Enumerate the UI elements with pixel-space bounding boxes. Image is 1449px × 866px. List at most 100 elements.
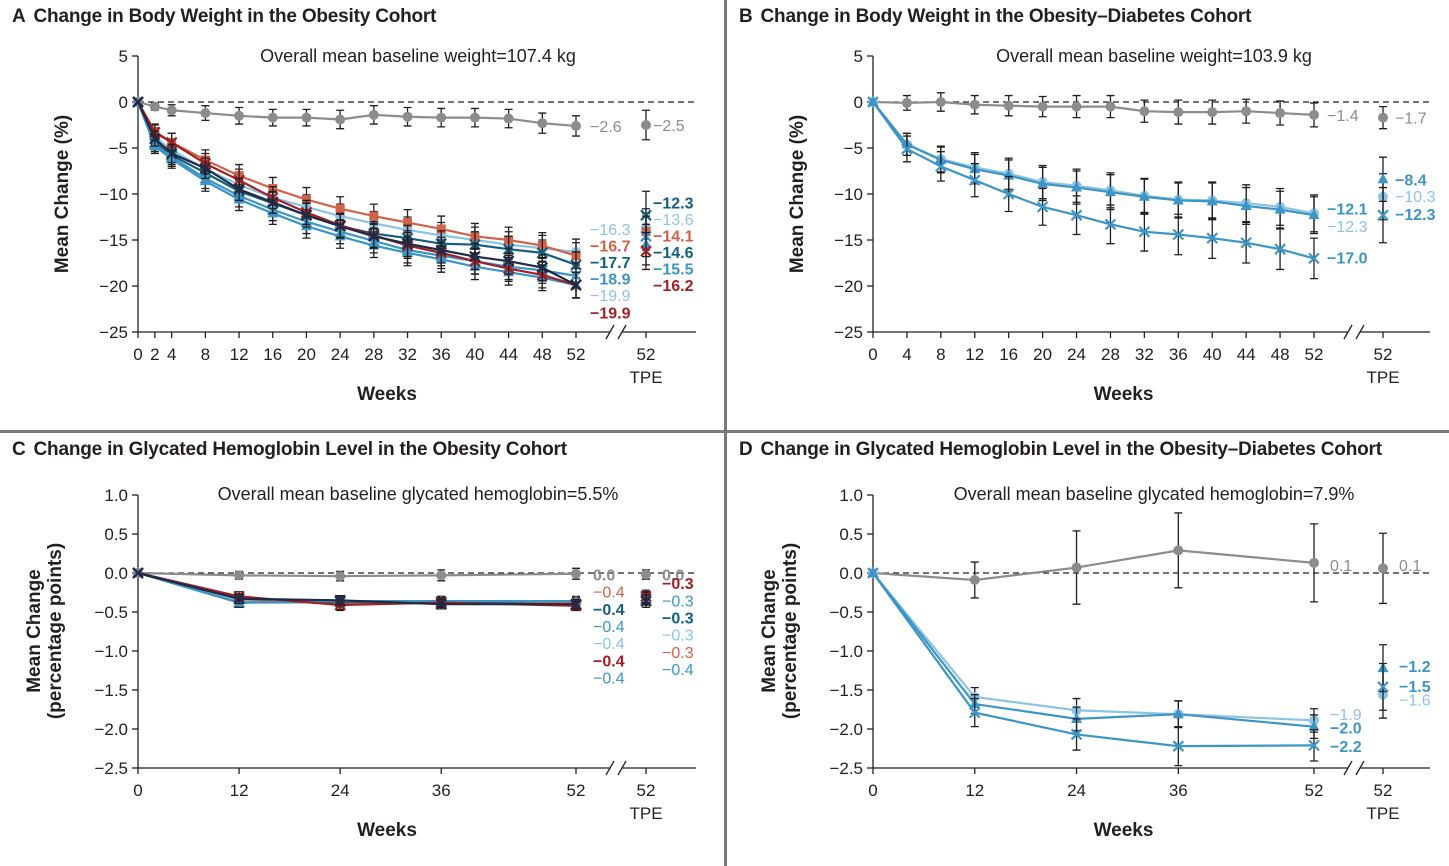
data-point bbox=[165, 136, 178, 149]
week52-value-label: −18.9 bbox=[590, 272, 631, 289]
series-0 bbox=[868, 512, 1388, 605]
chart-d: Overall mean baseline glycated hemoglobi… bbox=[759, 484, 1431, 841]
data-point bbox=[436, 570, 447, 581]
data-point bbox=[1206, 232, 1219, 244]
tpe-value-label: −0.3 bbox=[662, 576, 694, 593]
y-tick-label: 0.0 bbox=[104, 564, 128, 583]
data-point bbox=[1308, 739, 1320, 752]
data-point bbox=[199, 175, 211, 186]
x-tick-label: 32 bbox=[398, 345, 417, 364]
y-tick-label: −15 bbox=[834, 231, 863, 250]
tpe-data-point bbox=[1378, 112, 1388, 123]
x-tick-label: 0 bbox=[868, 345, 877, 364]
series-line bbox=[872, 101, 1315, 217]
data-point bbox=[435, 244, 448, 256]
x-tick-label: 20 bbox=[1033, 345, 1052, 364]
y-axis-label-line: Mean Change (%) bbox=[52, 115, 73, 273]
data-point bbox=[300, 209, 313, 221]
data-point bbox=[234, 110, 245, 121]
panel-title-text: Change in Body Weight in the Obesity–Dia… bbox=[760, 6, 1252, 27]
y-tick-label: −5 bbox=[844, 139, 863, 158]
week52-value-label: −12.3 bbox=[1327, 219, 1368, 236]
panel-title: C Change in Glycated Hemoglobin Level in … bbox=[12, 439, 567, 461]
tpe-value-label: −8.4 bbox=[1395, 172, 1427, 189]
axis-break bbox=[1343, 324, 1365, 340]
data-point bbox=[1308, 720, 1320, 731]
week52-value-label: −12.1 bbox=[1327, 202, 1368, 219]
data-point bbox=[536, 261, 549, 274]
y-tick-label: −0.5 bbox=[94, 603, 128, 622]
data-point bbox=[1071, 562, 1082, 573]
x-tick-label: 36 bbox=[432, 781, 451, 800]
data-point bbox=[1138, 190, 1150, 201]
data-point bbox=[901, 143, 913, 155]
series-6 bbox=[132, 567, 652, 610]
series-0 bbox=[133, 567, 651, 582]
data-point bbox=[968, 174, 981, 186]
axis-break bbox=[1343, 760, 1365, 776]
week52-value-label: −0.4 bbox=[593, 602, 625, 619]
data-point bbox=[1173, 545, 1184, 556]
y-axis-label: Mean Change(percentage points) bbox=[759, 543, 801, 719]
data-point bbox=[1309, 109, 1319, 120]
data-point bbox=[1309, 557, 1319, 568]
week52-value-label: −17.0 bbox=[1327, 250, 1368, 267]
chart-c: Overall mean baseline glycated hemoglobi… bbox=[24, 484, 696, 841]
data-point bbox=[537, 118, 548, 129]
data-point bbox=[1037, 101, 1048, 112]
data-point bbox=[969, 575, 980, 586]
panel-letter: B bbox=[739, 6, 753, 27]
week52-value-label: −0.4 bbox=[593, 585, 625, 602]
data-point bbox=[570, 279, 582, 291]
data-point bbox=[570, 598, 582, 610]
tpe-data-point bbox=[641, 569, 651, 580]
y-tick-label: 5 bbox=[854, 47, 863, 66]
data-point bbox=[435, 598, 448, 610]
data-point bbox=[1036, 201, 1049, 213]
y-tick-label: −2.0 bbox=[829, 720, 863, 739]
x-tick-label: 12 bbox=[230, 781, 249, 800]
data-point bbox=[132, 567, 144, 579]
data-point bbox=[199, 162, 212, 175]
week52-value-label: −1.9 bbox=[1330, 707, 1362, 724]
data-point bbox=[436, 112, 447, 123]
tpe-value-label: −15.5 bbox=[653, 262, 694, 279]
series-line bbox=[137, 571, 577, 578]
y-tick-label: −25 bbox=[99, 323, 128, 342]
y-tick-label: −10 bbox=[834, 185, 863, 204]
y-tick-label: 0.0 bbox=[839, 564, 863, 583]
data-point bbox=[1139, 106, 1150, 117]
x-tick-label: 32 bbox=[1135, 345, 1154, 364]
data-point bbox=[867, 567, 879, 579]
x-tick-label: 44 bbox=[499, 345, 518, 364]
data-point bbox=[1172, 708, 1184, 719]
data-point bbox=[334, 220, 346, 232]
data-point bbox=[1172, 194, 1184, 205]
tpe-value-label: −14.6 bbox=[653, 245, 694, 262]
baseline-annotation: Overall mean baseline weight=107.4 kg bbox=[260, 46, 576, 66]
x-tick-label-tpe: TPE bbox=[629, 804, 662, 823]
x-axis-label: Weeks bbox=[1094, 820, 1154, 841]
x-tick-label: 28 bbox=[364, 345, 383, 364]
x-tick-label: 20 bbox=[297, 345, 316, 364]
tpe-data-point bbox=[640, 595, 652, 607]
tpe-value-label: −10.3 bbox=[1395, 189, 1436, 206]
data-point bbox=[267, 112, 278, 123]
data-point bbox=[335, 114, 346, 125]
week52-value-label: −2.2 bbox=[1330, 739, 1362, 756]
x-tick-label: 12 bbox=[965, 781, 984, 800]
week52-value-label: −1.4 bbox=[1327, 108, 1359, 125]
y-tick-label: −1.5 bbox=[829, 681, 863, 700]
data-point bbox=[571, 568, 581, 579]
week52-value-label: 0.1 bbox=[1330, 558, 1352, 575]
data-point bbox=[368, 109, 379, 120]
tpe-value-label: −0.3 bbox=[662, 610, 694, 627]
data-point bbox=[165, 147, 178, 160]
y-tick-label: −2.5 bbox=[829, 759, 863, 778]
data-point bbox=[1104, 218, 1117, 231]
data-point bbox=[301, 195, 311, 205]
data-point bbox=[200, 108, 211, 119]
week52-value-label: −2.6 bbox=[590, 119, 622, 136]
tpe-value-label: 0.0 bbox=[662, 568, 684, 585]
vertical-divider bbox=[724, 0, 727, 866]
